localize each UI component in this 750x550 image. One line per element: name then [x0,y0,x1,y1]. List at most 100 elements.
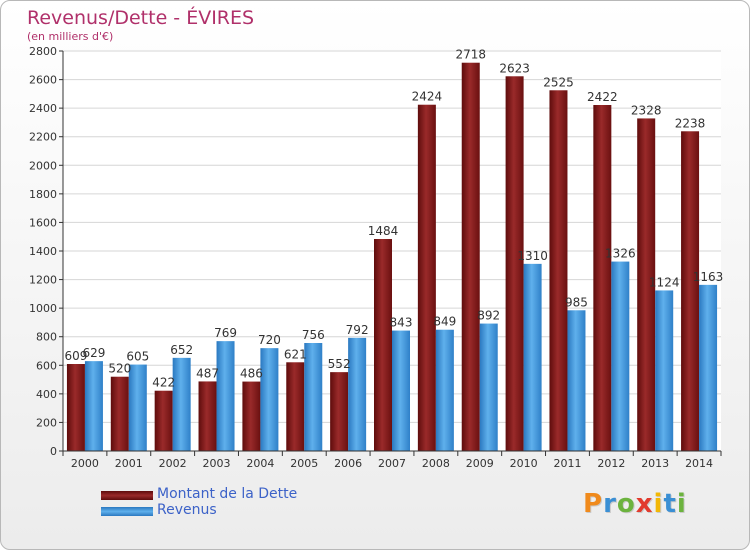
data-label: 792 [346,323,369,337]
data-label: 1163 [693,270,724,284]
y-tick-label: 2400 [29,102,57,115]
y-tick-label: 200 [36,416,57,429]
y-tick-label: 2000 [29,159,57,172]
bar-revenus [699,284,718,451]
bar-debt [286,362,305,451]
bar-revenus [260,348,279,451]
bar-debt [330,372,349,451]
x-tick-label: 2002 [159,457,187,470]
y-tick-label: 2600 [29,74,57,87]
y-tick-label: 1000 [29,302,57,315]
data-label: 2525 [543,75,574,89]
x-tick-label: 2004 [246,457,274,470]
data-label: 2718 [455,48,486,62]
logo-letter: P [583,489,604,519]
y-tick-label: 800 [36,331,57,344]
data-label: 769 [214,326,237,340]
logo-letter: r [603,489,617,519]
bar-revenus [216,341,235,451]
logo-letter: i [653,489,664,519]
data-label: 2424 [412,90,443,104]
bar-debt [461,62,480,451]
bar-revenus [435,329,454,451]
data-label: 720 [258,333,281,347]
y-tick-label: 400 [36,388,57,401]
bar-debt [242,381,261,451]
x-tick-label: 2007 [378,457,406,470]
x-tick-label: 2012 [597,457,625,470]
y-tick-label: 2200 [29,131,57,144]
logo-letter: t [663,489,677,519]
x-tick-label: 2010 [510,457,538,470]
data-label: 892 [477,309,500,323]
x-tick-label: 2003 [203,457,231,470]
y-tick-label: 0 [50,445,57,458]
data-label: 609 [64,349,87,363]
bar-debt [198,381,217,451]
logo-letter: i [676,489,687,519]
data-label: 486 [240,367,263,381]
data-label: 1484 [368,224,399,238]
data-label: 1310 [517,249,548,263]
data-label: 756 [302,328,325,342]
bar-debt [681,131,700,452]
legend-swatch-debt [101,491,153,500]
data-label: 843 [390,316,413,330]
bar-debt [374,239,392,451]
legend-label-debt: Montant de la Dette [157,486,298,502]
data-label: 2623 [499,61,530,75]
data-label: 487 [196,366,219,380]
bar-debt [110,376,129,451]
bar-revenus [523,263,542,451]
bar-debt [549,90,568,452]
data-label: 849 [433,315,456,329]
chart-subtitle: (en milliers d'€) [27,30,114,43]
bar-debt [66,364,85,451]
data-label: 422 [152,376,175,390]
data-label: 2328 [631,103,662,117]
bar-debt [417,104,436,451]
bar-revenus [84,361,103,451]
x-tick-label: 2011 [553,457,581,470]
data-label: 552 [328,357,351,371]
data-label: 985 [565,295,588,309]
bar-revenus [304,343,323,451]
x-tick-label: 2009 [466,457,494,470]
data-label: 1326 [605,247,636,261]
bar-debt [637,118,656,451]
data-label: 652 [170,343,193,357]
x-tick-label: 2008 [422,457,450,470]
logo-letter: o [616,489,636,519]
bar-revenus [567,310,586,451]
bar-debt [154,390,173,451]
y-tick-label: 1400 [29,245,57,258]
legend-label-revenus: Revenus [157,502,217,518]
data-label: 621 [284,347,307,361]
bar-revenus [348,337,367,451]
data-label: 2422 [587,90,618,104]
data-label: 629 [82,346,105,360]
logo-letter: x [635,489,654,519]
bar-debt [593,105,612,451]
x-tick-label: 2001 [115,457,143,470]
bar-revenus [611,261,630,451]
chart-title: Revenus/Dette - ÉVIRES [27,7,255,29]
x-tick-label: 2000 [71,457,99,470]
y-tick-label: 2800 [29,45,57,58]
data-label: 1124 [649,275,680,289]
data-label: 605 [126,350,149,364]
bar-revenus [479,323,498,451]
bar-debt [505,76,524,452]
bar-revenus [128,364,147,451]
y-tick-label: 1200 [29,274,57,287]
x-tick-label: 2013 [641,457,669,470]
proxiti-logo: Proxiti [583,489,687,519]
data-label: 520 [108,362,131,376]
y-tick-label: 1600 [29,216,57,229]
x-tick-label: 2005 [290,457,318,470]
legend-swatch-revenus [101,507,153,516]
bar-revenus [655,290,674,451]
data-label: 2238 [675,116,706,130]
